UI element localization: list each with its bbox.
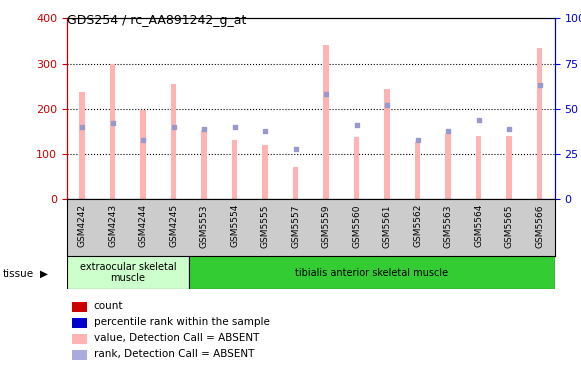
- Point: [443, 128, 453, 134]
- Bar: [476, 136, 481, 199]
- Text: GSM5564: GSM5564: [474, 204, 483, 247]
- Bar: [141, 110, 146, 199]
- Text: tibialis anterior skeletal muscle: tibialis anterior skeletal muscle: [295, 268, 449, 278]
- Text: tissue: tissue: [3, 269, 34, 279]
- Point: [230, 124, 239, 130]
- Text: value, Detection Call = ABSENT: value, Detection Call = ABSENT: [94, 333, 259, 343]
- Bar: [71, 318, 87, 328]
- Bar: [385, 89, 390, 199]
- Bar: [71, 334, 87, 344]
- Point: [138, 137, 148, 143]
- Text: GSM5559: GSM5559: [322, 204, 331, 247]
- Bar: [71, 302, 87, 312]
- Bar: [67, 256, 189, 289]
- Bar: [354, 137, 359, 199]
- Point: [199, 126, 209, 132]
- Point: [321, 92, 331, 97]
- Point: [474, 117, 483, 123]
- Bar: [293, 167, 298, 199]
- Text: GSM4245: GSM4245: [169, 204, 178, 247]
- Text: GSM5554: GSM5554: [230, 204, 239, 247]
- Point: [413, 137, 422, 143]
- Bar: [537, 48, 542, 199]
- Point: [291, 146, 300, 152]
- Text: GSM5557: GSM5557: [291, 204, 300, 247]
- Text: GSM5563: GSM5563: [444, 204, 453, 247]
- Bar: [415, 142, 420, 199]
- Text: count: count: [94, 301, 123, 311]
- Text: GSM5560: GSM5560: [352, 204, 361, 247]
- Bar: [202, 130, 207, 199]
- Text: percentile rank within the sample: percentile rank within the sample: [94, 317, 270, 327]
- Bar: [171, 83, 176, 199]
- Point: [260, 128, 270, 134]
- Point: [77, 124, 87, 130]
- Bar: [446, 134, 451, 199]
- Bar: [71, 350, 87, 360]
- Bar: [324, 45, 329, 199]
- Bar: [263, 145, 268, 199]
- Text: GSM5562: GSM5562: [413, 204, 422, 247]
- Text: ▶: ▶: [40, 269, 48, 279]
- Text: GSM5553: GSM5553: [200, 204, 209, 247]
- Text: GSM5565: GSM5565: [505, 204, 514, 247]
- Point: [169, 124, 178, 130]
- Text: GSM5561: GSM5561: [383, 204, 392, 247]
- Point: [108, 120, 117, 126]
- Text: GSM5555: GSM5555: [261, 204, 270, 247]
- Text: rank, Detection Call = ABSENT: rank, Detection Call = ABSENT: [94, 349, 254, 359]
- Bar: [232, 140, 237, 199]
- Text: extraocular skeletal
muscle: extraocular skeletal muscle: [80, 262, 176, 284]
- Text: GDS254 / rc_AA891242_g_at: GDS254 / rc_AA891242_g_at: [67, 14, 246, 27]
- Text: GSM4243: GSM4243: [108, 204, 117, 247]
- Bar: [110, 64, 115, 199]
- Point: [504, 126, 514, 132]
- Text: GSM4242: GSM4242: [78, 204, 87, 247]
- Bar: [80, 92, 85, 199]
- Bar: [189, 256, 555, 289]
- Point: [352, 122, 361, 128]
- Point: [382, 102, 392, 108]
- Text: GSM5566: GSM5566: [535, 204, 544, 247]
- Text: GSM4244: GSM4244: [139, 204, 148, 247]
- Bar: [507, 136, 512, 199]
- Point: [535, 82, 544, 88]
